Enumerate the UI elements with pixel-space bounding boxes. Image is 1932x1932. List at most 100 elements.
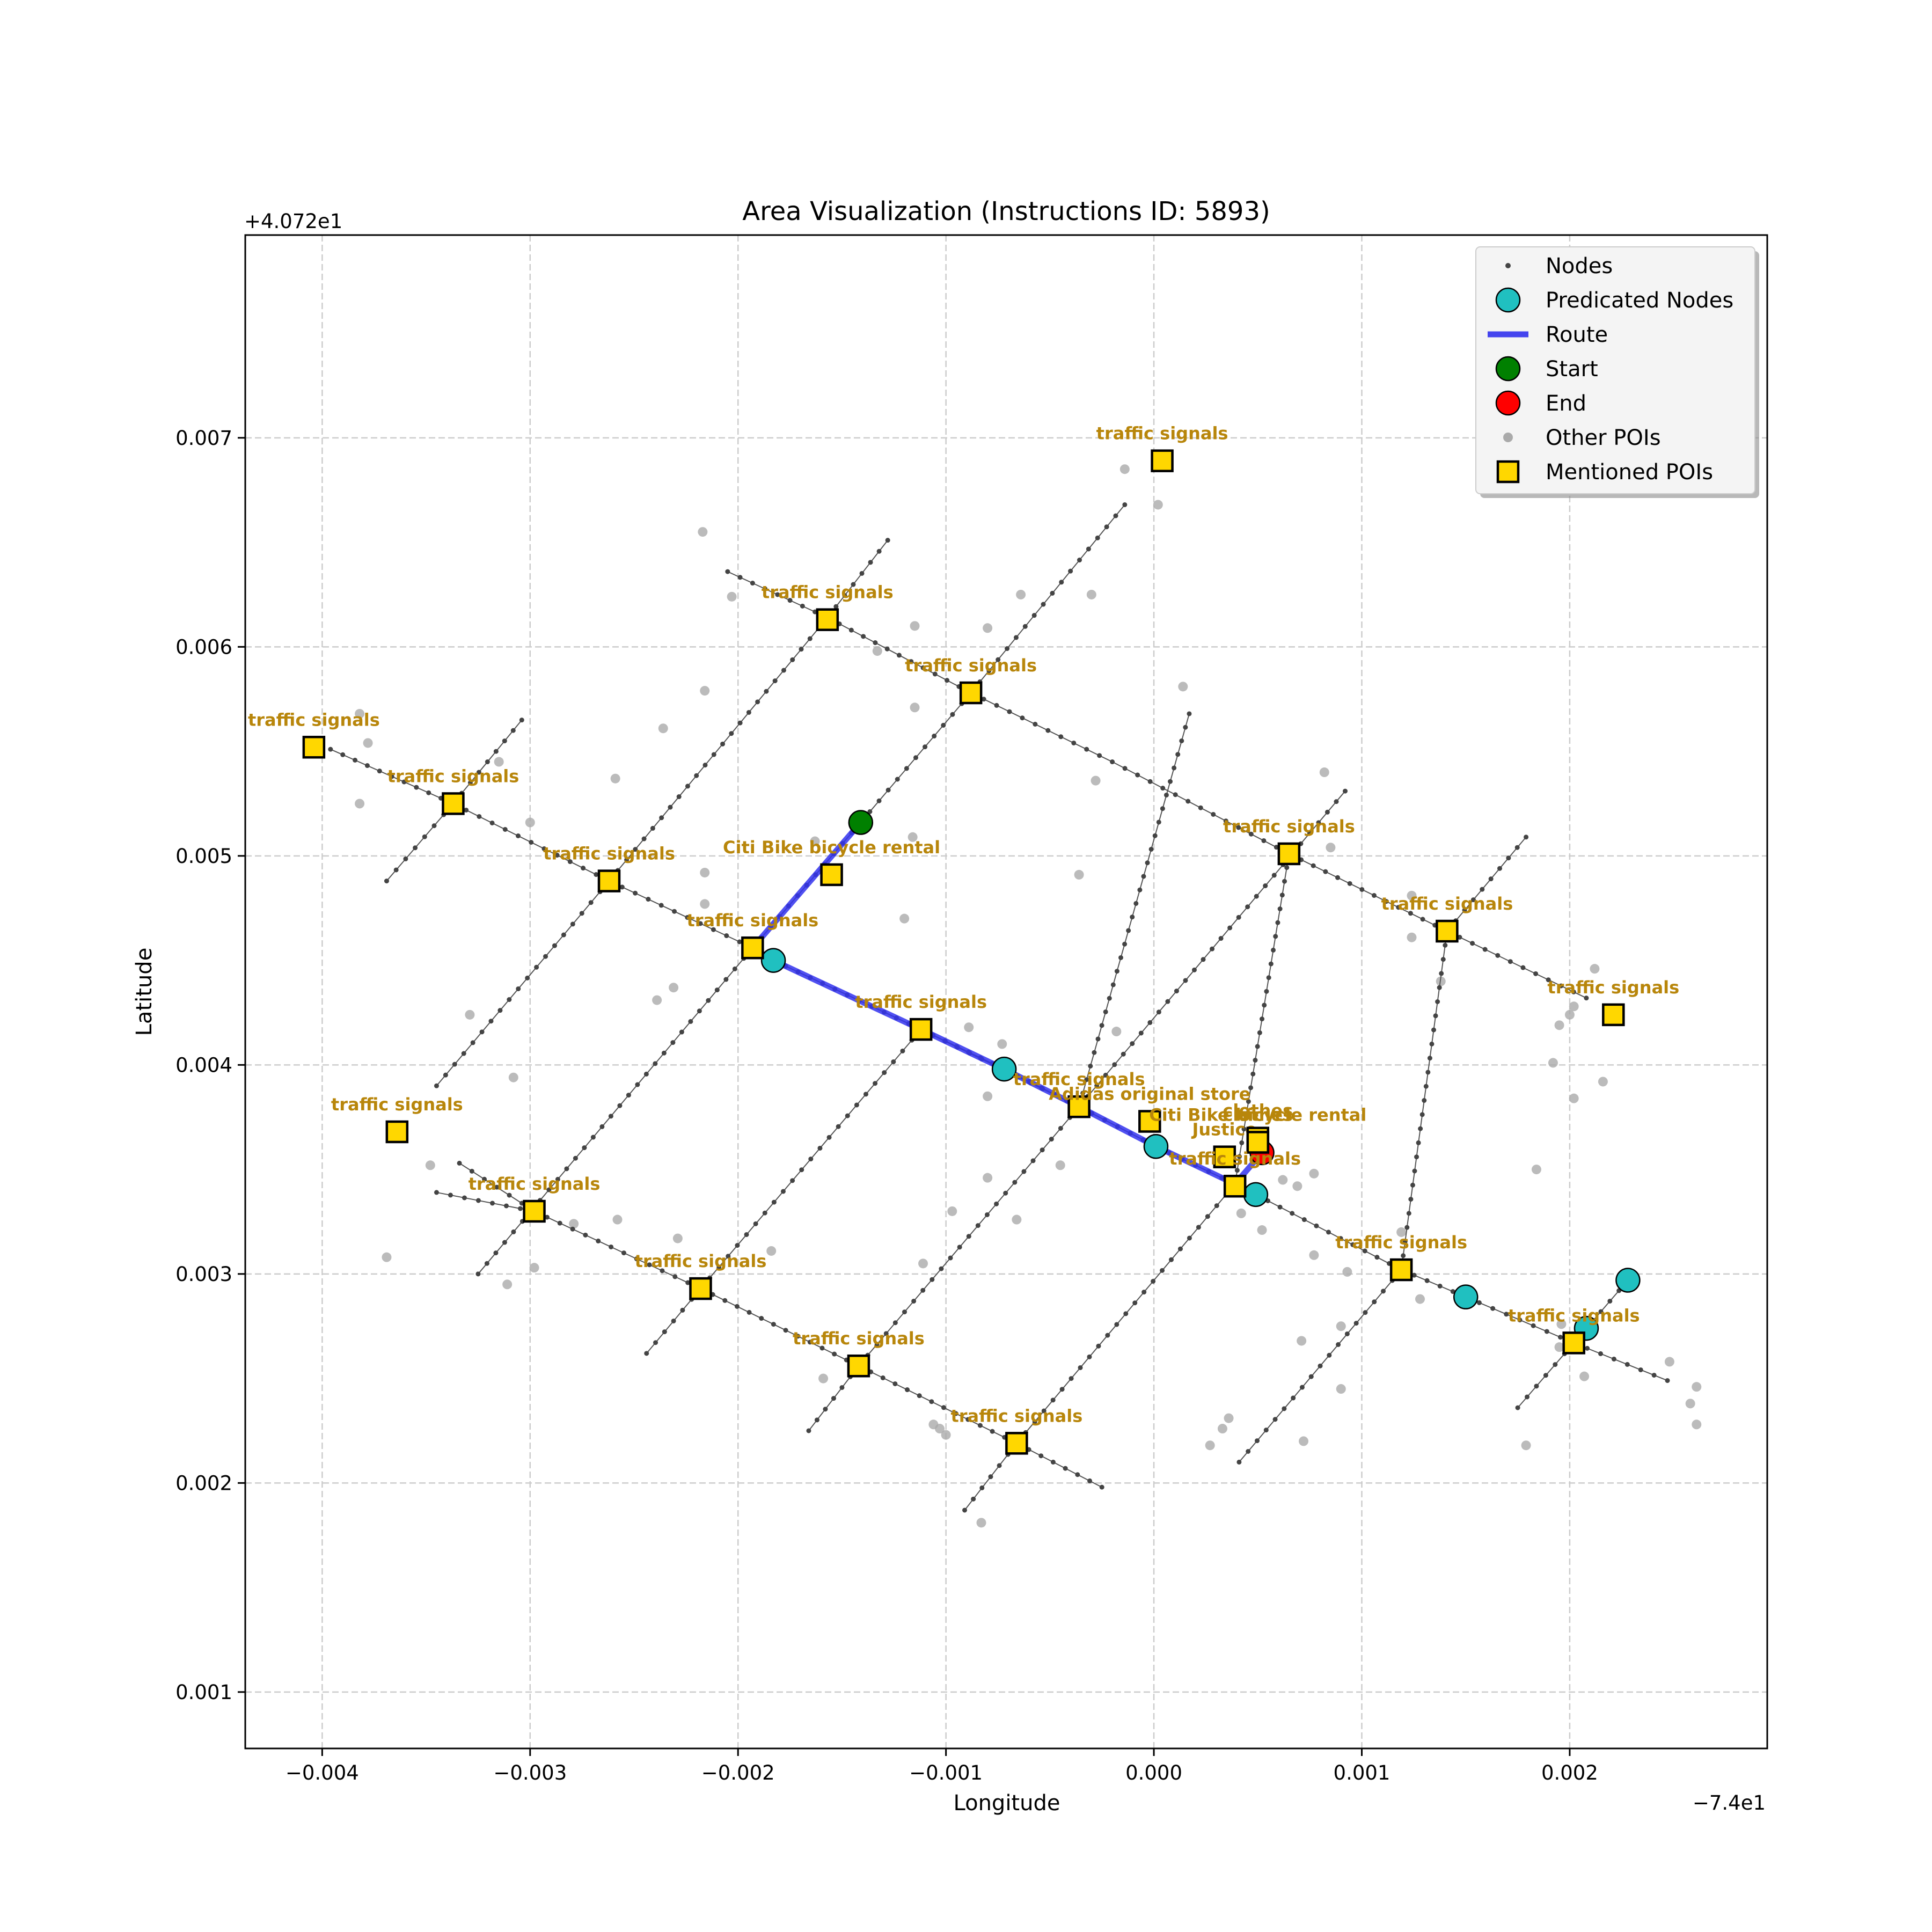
node-point bbox=[939, 1266, 944, 1271]
node-point bbox=[1419, 1112, 1425, 1117]
node-point bbox=[469, 1168, 474, 1174]
node-point bbox=[1335, 875, 1341, 880]
node-point bbox=[1350, 1242, 1356, 1247]
node-point bbox=[647, 1262, 652, 1268]
other-poi-point bbox=[1554, 1342, 1564, 1352]
mentioned-poi-marker bbox=[385, 1120, 409, 1144]
node-point bbox=[1290, 1211, 1295, 1216]
node-point bbox=[986, 668, 992, 674]
node-point bbox=[795, 1334, 801, 1339]
node-point bbox=[377, 769, 382, 774]
node-point bbox=[443, 1072, 448, 1078]
mentioned-poi-label: clothes bbox=[1223, 1101, 1293, 1121]
other-poi-point bbox=[997, 1039, 1007, 1049]
node-point bbox=[1113, 513, 1118, 518]
node-point bbox=[552, 943, 557, 948]
node-point bbox=[1571, 989, 1576, 994]
node-point bbox=[790, 1178, 795, 1183]
node-point bbox=[541, 846, 547, 852]
node-point bbox=[1156, 1009, 1161, 1015]
node-point bbox=[1133, 901, 1139, 906]
node-point bbox=[1223, 818, 1228, 824]
other-poi-point bbox=[1692, 1382, 1702, 1392]
node-point bbox=[799, 1167, 804, 1173]
y-tick-label: 0.004 bbox=[175, 1053, 232, 1077]
node-point bbox=[1227, 925, 1233, 931]
node-point bbox=[783, 1328, 788, 1333]
node-point bbox=[1404, 1225, 1410, 1230]
node-point bbox=[644, 1351, 649, 1356]
node-point bbox=[608, 1114, 613, 1119]
node-point bbox=[1163, 792, 1169, 797]
node-point bbox=[570, 1226, 575, 1232]
node-point bbox=[1433, 1013, 1438, 1019]
node-point bbox=[988, 1474, 993, 1480]
y-tick-label: 0.007 bbox=[175, 427, 232, 450]
node-point bbox=[1107, 996, 1112, 1001]
node-point bbox=[1205, 1214, 1210, 1219]
node-point bbox=[722, 1298, 728, 1303]
node-point bbox=[819, 1345, 825, 1351]
node-point bbox=[1040, 1147, 1045, 1153]
other-poi-point bbox=[700, 867, 710, 877]
node-point bbox=[1147, 1020, 1153, 1025]
node-point bbox=[836, 1124, 841, 1129]
node-point bbox=[543, 954, 548, 959]
node-point bbox=[493, 749, 499, 754]
other-poi-point bbox=[1319, 767, 1329, 778]
node-point bbox=[729, 731, 734, 736]
node-point bbox=[1408, 1197, 1414, 1202]
node-point bbox=[1201, 957, 1206, 962]
node-point bbox=[422, 834, 427, 839]
node-point bbox=[1058, 1125, 1063, 1131]
node-point bbox=[892, 1381, 898, 1386]
node-point bbox=[1443, 942, 1448, 948]
other-poi-point bbox=[1016, 589, 1026, 599]
x-tick-label: −0.003 bbox=[493, 1761, 567, 1784]
node-point bbox=[529, 840, 534, 845]
other-poi-point bbox=[1292, 1181, 1302, 1191]
node-point bbox=[1534, 1384, 1539, 1389]
node-point bbox=[384, 879, 389, 884]
other-poi-point bbox=[1055, 1160, 1065, 1170]
node-point bbox=[1272, 1417, 1278, 1422]
predicated-node bbox=[991, 1056, 1017, 1082]
node-point bbox=[1371, 893, 1377, 898]
node-point bbox=[1424, 1278, 1430, 1283]
x-ticks: −0.004 −0.003 −0.002 −0.001 0.000 0.001 0.002 bbox=[286, 1748, 1598, 1784]
node-point bbox=[643, 1071, 649, 1077]
other-poi-point bbox=[669, 983, 679, 993]
chart-title: Area Visualization (Instructions ID: 589… bbox=[742, 196, 1270, 226]
other-poi-point bbox=[1336, 1321, 1346, 1331]
street-line bbox=[436, 540, 888, 1086]
node-point bbox=[1033, 721, 1038, 727]
node-point bbox=[484, 1261, 489, 1266]
node-point bbox=[1470, 897, 1476, 903]
node-point bbox=[920, 665, 926, 670]
other-poi-point bbox=[355, 799, 365, 809]
legend-label: Nodes bbox=[1546, 254, 1613, 279]
other-poi-point bbox=[1309, 1168, 1319, 1179]
node-point bbox=[680, 1307, 685, 1313]
node-point bbox=[945, 678, 950, 683]
node-point bbox=[873, 640, 878, 646]
node-point bbox=[763, 586, 768, 591]
node-point bbox=[1543, 1373, 1548, 1378]
node-point bbox=[1198, 805, 1203, 810]
node-point bbox=[1408, 911, 1413, 916]
node-point bbox=[485, 759, 490, 765]
node-point bbox=[842, 593, 847, 598]
node-point bbox=[557, 1220, 562, 1226]
mentioned-poi-label: traffic signals bbox=[1096, 423, 1228, 444]
node-point bbox=[488, 1019, 494, 1024]
node-point bbox=[1236, 1459, 1242, 1465]
node-point bbox=[714, 987, 720, 993]
node-point bbox=[1299, 1385, 1305, 1390]
node-point bbox=[1169, 1257, 1174, 1262]
legend: Nodes Predicated Nodes Route Start End Other … bbox=[1475, 246, 1759, 498]
node-point bbox=[403, 856, 408, 861]
legend-label: Route bbox=[1546, 323, 1608, 347]
node-point bbox=[1284, 865, 1290, 870]
node-point bbox=[1429, 1041, 1435, 1046]
node-point bbox=[1344, 1331, 1350, 1336]
